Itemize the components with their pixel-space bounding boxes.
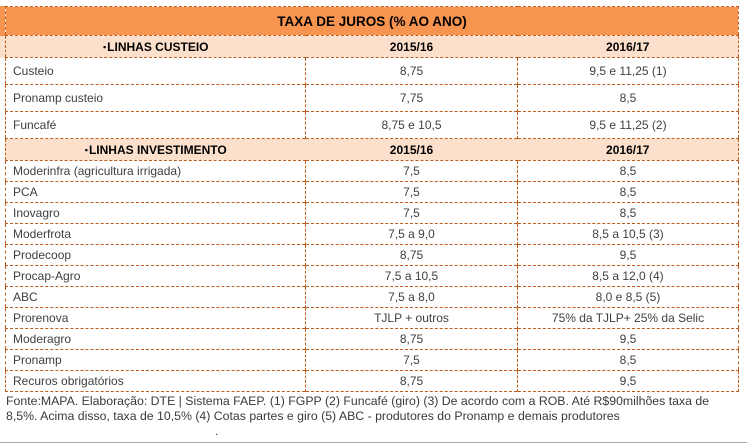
table-row: Moderagro 8,75 9,5 (5, 328, 739, 350)
table-row: Moderinfra (agricultura irrigada) 7,5 8,… (5, 160, 739, 182)
rate-2016: 8,5 a 12,0 (4) (517, 265, 739, 287)
rate-2016: 8,5 (517, 160, 739, 182)
row-label: ABC (5, 286, 306, 308)
row-label: Moderinfra (agricultura irrigada) (5, 160, 306, 182)
rate-2015: 8,75 e 10,5 (305, 111, 518, 139)
rate-2016: 8,5 a 10,5 (3) (517, 223, 739, 245)
rate-2016: 8,5 (517, 202, 739, 224)
rate-2015: 8,75 (305, 370, 518, 392)
row-label: Prodecoop (5, 244, 306, 266)
rate-2016: 9,5 (517, 328, 739, 350)
table-row: Inovagro 7,5 8,5 (5, 202, 739, 224)
column-header-2015-16: 2015/16 (305, 138, 518, 161)
table-title-row: TAXA DE JUROS (% AO ANO) (5, 6, 739, 36)
rate-2016: 75% da TJLP+ 25% da Selic (517, 307, 739, 329)
rate-2015: 7,5 (305, 349, 518, 371)
table-row: ABC 7,5 a 8,0 8,0 e 8,5 (5) (5, 286, 739, 308)
row-label: Pronamp (5, 349, 306, 371)
row-label: Prorenova (5, 307, 306, 329)
rate-2016: 9,5 e 11,25 (1) (517, 57, 739, 85)
source-footnote: Fonte:MAPA. Elaboração: DTE | Sistema FA… (6, 394, 710, 423)
bottom-divider (0, 442, 747, 443)
rate-2015: 7,5 a 10,5 (305, 265, 518, 287)
square-bullet-icon: ▪ (84, 144, 88, 155)
rate-2016: 9,5 e 11,25 (2) (517, 111, 739, 139)
table-row: Pronamp 7,5 8,5 (5, 349, 739, 371)
rate-2015: TJLP + outros (305, 307, 518, 329)
row-label: Inovagro (5, 202, 306, 224)
rate-2016: 8,5 (517, 349, 739, 371)
rate-2015: 8,75 (305, 57, 518, 85)
section-label-cell: ▪LINHAS CUSTEIO (5, 35, 306, 58)
column-header-2015-16: 2015/16 (305, 35, 518, 58)
square-bullet-icon: ▪ (102, 41, 107, 52)
table-row: Pronamp custeio 7,75 8,5 (5, 84, 739, 112)
rate-2016: 8,0 e 8,5 (5) (517, 286, 739, 308)
section-header-investimento: ▪LINHAS INVESTIMENTO 2015/16 2016/17 (5, 138, 739, 161)
left-edge-accent-header (0, 36, 5, 58)
rate-2015: 8,75 (305, 244, 518, 266)
row-label: Pronamp custeio (5, 84, 306, 112)
row-label: Moderfrota (5, 223, 306, 245)
table-row: Funcafé 8,75 e 10,5 9,5 e 11,25 (2) (5, 111, 739, 139)
rate-2015: 7,5 (305, 181, 518, 203)
page-title: TAXA DE JUROS (% AO ANO) (5, 6, 739, 36)
row-label: PCA (5, 181, 306, 203)
interest-rates-table: TAXA DE JUROS (% AO ANO) ▪LINHAS CUSTEIO… (5, 6, 739, 392)
column-header-2016-17: 2016/17 (517, 35, 739, 58)
column-header-2016-17: 2016/17 (517, 138, 739, 161)
row-label: Moderagro (5, 328, 306, 350)
rate-2015: 8,75 (305, 328, 518, 350)
row-label: Funcafé (5, 111, 306, 139)
row-label: Recuros obrigatórios (5, 370, 306, 392)
stray-period-mark: . (215, 424, 219, 438)
rate-2016: 9,5 (517, 370, 739, 392)
rate-2015: 7,5 (305, 160, 518, 182)
table-row: Procap-Agro 7,5 a 10,5 8,5 a 12,0 (4) (5, 265, 739, 287)
table-row: Prodecoop 8,75 9,5 (5, 244, 739, 266)
row-label: Procap-Agro (5, 265, 306, 287)
section-header-custeio: ▪LINHAS CUSTEIO 2015/16 2016/17 (5, 35, 739, 58)
table-row: Custeio 8,75 9,5 e 11,25 (1) (5, 57, 739, 85)
rate-2015: 7,5 (305, 202, 518, 224)
rate-2016: 8,5 (517, 181, 739, 203)
rate-2016: 8,5 (517, 84, 739, 112)
table-row: Prorenova TJLP + outros 75% da TJLP+ 25%… (5, 307, 739, 329)
row-label: Custeio (5, 57, 306, 85)
rate-2015: 7,5 a 9,0 (305, 223, 518, 245)
table-row: PCA 7,5 8,5 (5, 181, 739, 203)
table-row: Recuros obrigatórios 8,75 9,5 (5, 370, 739, 392)
table-row: Moderfrota 7,5 a 9,0 8,5 a 10,5 (3) (5, 223, 739, 245)
left-edge-accent-title (0, 6, 5, 36)
section-label: LINHAS CUSTEIO (107, 39, 209, 54)
rate-2015: 7,5 a 8,0 (305, 286, 518, 308)
section-label: LINHAS INVESTIMENTO (88, 142, 227, 157)
rate-2016: 9,5 (517, 244, 739, 266)
section-label-cell: ▪LINHAS INVESTIMENTO (5, 138, 306, 161)
rate-2015: 7,75 (305, 84, 518, 112)
